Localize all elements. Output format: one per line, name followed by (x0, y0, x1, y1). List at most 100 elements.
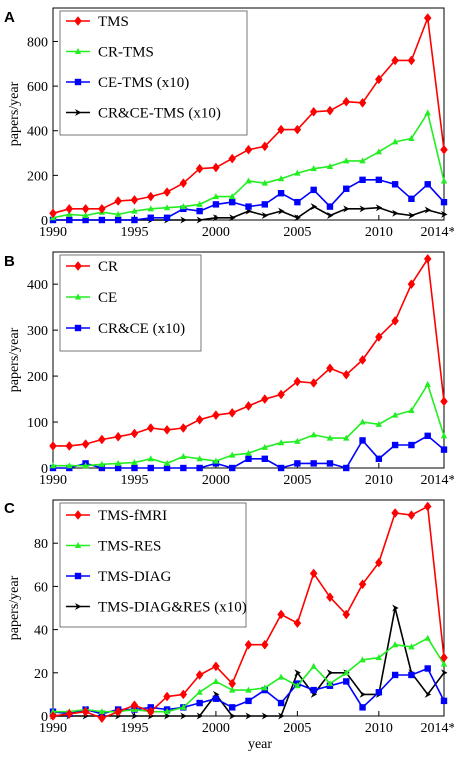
data-point (391, 411, 399, 418)
data-point (65, 203, 74, 214)
data-point (342, 609, 351, 620)
data-point (408, 195, 415, 202)
axes-frame (52, 7, 445, 221)
data-point (229, 686, 236, 693)
legend-swatch-marker (74, 542, 82, 548)
data-point (261, 443, 268, 450)
data-point (180, 703, 187, 710)
y-tick-label: 0 (41, 710, 48, 725)
data-point (326, 434, 334, 441)
data-point (278, 207, 285, 215)
data-point (49, 462, 57, 469)
data-point (326, 680, 334, 687)
x-tick-label: 2010 (365, 721, 393, 736)
data-point (212, 677, 220, 684)
data-point (277, 175, 285, 182)
legend-item: CR (66, 259, 118, 275)
data-point (245, 449, 252, 456)
axes-frame (52, 251, 445, 469)
x-tick-label: 2000 (202, 473, 230, 488)
data-point (261, 201, 268, 208)
data-point (375, 420, 383, 427)
x-tick-label: 2000 (202, 225, 230, 240)
data-point (147, 205, 154, 212)
data-point (49, 208, 57, 219)
legend-swatch-marker (74, 324, 82, 332)
data-point (277, 190, 285, 197)
y-tick-label: 800 (27, 35, 48, 50)
data-point (310, 686, 317, 694)
x-tick-label: 2014* (421, 721, 454, 736)
x-tick-label: 2010 (365, 225, 393, 240)
data-point (196, 464, 203, 472)
data-point (358, 355, 367, 365)
data-point (278, 712, 285, 720)
data-point (343, 185, 350, 192)
data-point (114, 464, 122, 472)
x-tick-label: 2014* (421, 225, 454, 240)
data-point (391, 181, 399, 188)
data-point (261, 212, 269, 220)
data-point (228, 153, 237, 164)
data-point (293, 618, 302, 629)
data-point (359, 704, 366, 711)
y-tick-label: 400 (27, 125, 48, 140)
data-point (81, 439, 90, 450)
data-point (408, 643, 415, 650)
data-point (180, 464, 187, 472)
data-point (66, 210, 73, 217)
data-point (441, 669, 448, 677)
data-point (358, 579, 367, 590)
y-tick-label: 0 (41, 214, 48, 229)
legend-label: TMS-RES (98, 539, 161, 555)
x-tick-label: 1990 (39, 225, 67, 240)
data-point (196, 688, 203, 695)
series-cr (49, 253, 448, 451)
data-point (131, 712, 138, 720)
legend-label: CR-TMS (98, 45, 154, 61)
data-point (98, 203, 106, 214)
data-point (147, 464, 154, 472)
data-point (212, 410, 220, 421)
data-point (261, 455, 268, 463)
data-point (358, 97, 367, 108)
legend-item: CR&CE-TMS (x10) (66, 106, 221, 122)
data-point (196, 712, 204, 720)
x-tick-label: 1995 (120, 721, 148, 736)
data-point (245, 686, 252, 693)
data-point (245, 712, 252, 720)
legend-label: CR (98, 259, 118, 275)
data-point (375, 148, 383, 155)
data-point (98, 216, 106, 224)
data-point (114, 216, 122, 224)
legend-label: CE-TMS (x10) (98, 75, 189, 91)
data-point (294, 169, 301, 176)
data-point (196, 699, 203, 707)
data-point (66, 462, 73, 469)
data-point (65, 441, 74, 451)
y-tick-label: 40 (34, 624, 48, 639)
data-point (130, 428, 139, 439)
data-point (114, 196, 122, 206)
data-point (260, 394, 269, 404)
data-point (391, 641, 399, 648)
data-point (229, 704, 236, 711)
data-point (180, 203, 187, 210)
y-axis-label: papers/year (7, 81, 22, 146)
y-axis-label: papers/year (7, 327, 22, 392)
data-point (309, 568, 318, 579)
data-point (164, 712, 171, 720)
data-point (440, 396, 448, 407)
data-point (375, 654, 383, 661)
data-point (359, 205, 367, 213)
data-point (212, 162, 220, 173)
data-point (163, 187, 171, 198)
data-point (391, 138, 399, 145)
data-point (212, 201, 220, 208)
data-point (359, 176, 366, 184)
data-point (424, 109, 431, 116)
data-point (294, 669, 301, 677)
data-point (375, 74, 383, 85)
data-point (309, 106, 318, 117)
